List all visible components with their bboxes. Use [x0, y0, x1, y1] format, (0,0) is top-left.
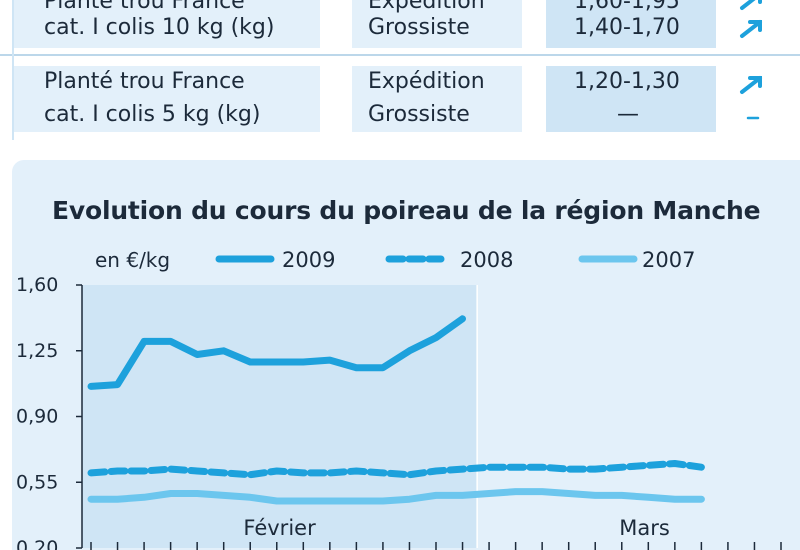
- row-divider: [0, 54, 800, 56]
- trend-up-icon: [740, 76, 762, 94]
- product-detail: cat. I colis 10 kg (kg): [44, 15, 275, 40]
- unit-label: en €/kg: [95, 248, 171, 272]
- market-stage: Expédition: [368, 69, 485, 94]
- market-stage: Expédition: [368, 0, 485, 14]
- stage-cell: [352, 66, 522, 132]
- y-tick-label: 1,60: [16, 274, 58, 296]
- trend-up-icon: [740, 0, 762, 10]
- price-range: 1,60-1,95: [574, 0, 680, 14]
- product-cell: [12, 0, 320, 48]
- price-range: 1,20-1,30: [574, 69, 680, 94]
- y-tick-label: 0,90: [16, 406, 58, 428]
- chart-title: Evolution du cours du poireau de la régi…: [52, 196, 761, 225]
- legend-label-2007: 2007: [642, 248, 696, 272]
- product-cell: [12, 66, 320, 132]
- legend-swatch-2009: [215, 255, 275, 263]
- legend-swatch-2007: [578, 255, 638, 263]
- legend-swatch-2008: [385, 255, 445, 263]
- market-stage: Grossiste: [368, 102, 470, 127]
- price-range: 1,40-1,70: [574, 15, 680, 40]
- product-detail: cat. I colis 5 kg (kg): [44, 102, 261, 127]
- price-cell: [546, 0, 716, 48]
- series-line-2008: [87, 460, 705, 479]
- x-month-label: Février: [243, 516, 316, 540]
- product-name: Planté trou France: [44, 69, 245, 94]
- price-range: —: [617, 102, 639, 127]
- product-name: Planté trou France: [44, 0, 245, 14]
- table-row: [12, 66, 800, 132]
- market-stage: Grossiste: [368, 15, 470, 40]
- trend-up-icon: [740, 20, 762, 38]
- price-table: Planté trou France cat. I colis 10 kg (k…: [0, 0, 800, 140]
- series-line-2007: [87, 488, 705, 505]
- stage-cell: [352, 0, 522, 48]
- series-line-2009: [87, 315, 466, 390]
- x-month-label: Mars: [619, 516, 670, 540]
- price-cell: [546, 66, 716, 132]
- trend-stable-icon: [746, 116, 760, 120]
- legend-label-2009: 2009: [282, 248, 336, 272]
- legend-label-2008: 2008: [460, 248, 514, 272]
- table-left-border: [12, 0, 14, 140]
- y-tick-label: 0,55: [16, 471, 58, 493]
- y-tick-label: 1,25: [16, 340, 58, 362]
- month-band-fevrier: [82, 285, 478, 548]
- table-row: [12, 0, 800, 48]
- y-tick-label: 0,20: [16, 537, 58, 550]
